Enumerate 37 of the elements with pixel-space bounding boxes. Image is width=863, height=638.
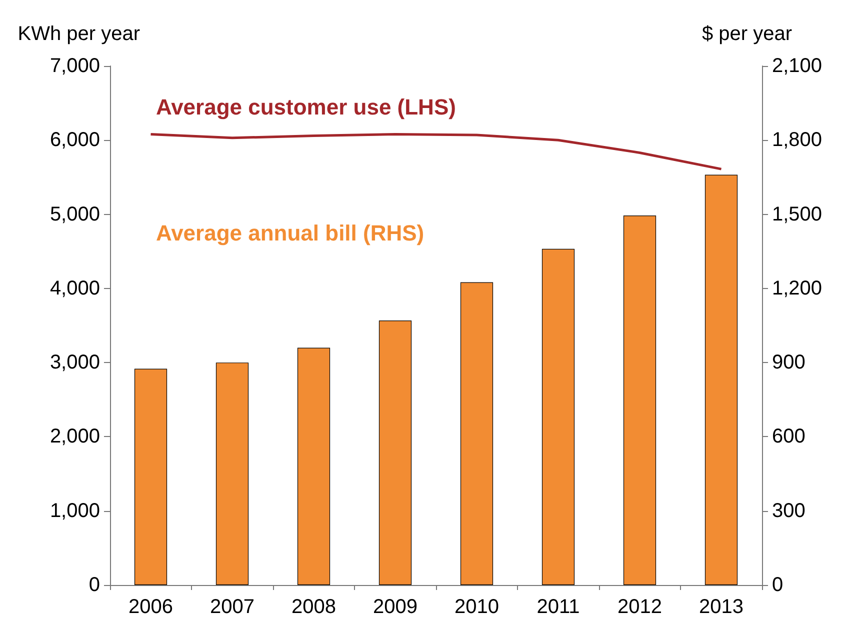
bar <box>216 362 249 585</box>
y2-tick-label: 900 <box>772 352 806 374</box>
bar <box>460 282 494 585</box>
y-tick-label: 3,000 <box>50 352 100 374</box>
series-label: Average customer use (LHS) <box>156 94 456 120</box>
y-tick-label: 7,000 <box>50 55 100 77</box>
y-tick-label: 6,000 <box>50 129 100 152</box>
x-tick-label: 2013 <box>699 596 744 618</box>
x-tick-label: 2011 <box>536 596 580 618</box>
line-series <box>150 132 722 170</box>
y2-axis-title: $ per year <box>702 23 792 45</box>
bar <box>542 248 575 585</box>
bar <box>297 348 330 585</box>
y2-tick-label: 1,800 <box>772 129 822 152</box>
text: Average annual bill (RHS) <box>156 220 424 246</box>
x-tick-label: 2008 <box>292 596 336 618</box>
y-axis-title: KWh per year <box>18 23 140 45</box>
y-tick-label: 4,000 <box>50 277 100 300</box>
y2-tick-label: 600 <box>772 426 806 448</box>
y-tick-label: 0 <box>88 574 100 596</box>
x-tick-label: 2009 <box>373 596 418 618</box>
x-tick-label: 2006 <box>128 596 173 618</box>
y2-tick-label: 1,500 <box>772 203 822 226</box>
y2-tick-label: 300 <box>772 500 806 522</box>
bar <box>134 368 168 585</box>
y-tick-label: 2,000 <box>50 426 100 448</box>
bar <box>704 174 738 585</box>
y2-tick-label: 1,200 <box>772 277 822 300</box>
x-tick-label: 2010 <box>454 596 499 618</box>
y2-tick-label: 0 <box>772 574 784 596</box>
bar <box>378 320 412 585</box>
y2-tick-label: 2,100 <box>772 55 822 77</box>
x-tick-label: 2007 <box>210 596 254 618</box>
x-tick-label: 2012 <box>618 596 662 618</box>
bar <box>623 216 656 585</box>
y-tick-label: 5,000 <box>50 203 100 226</box>
y-tick-label: 1,000 <box>50 500 100 522</box>
